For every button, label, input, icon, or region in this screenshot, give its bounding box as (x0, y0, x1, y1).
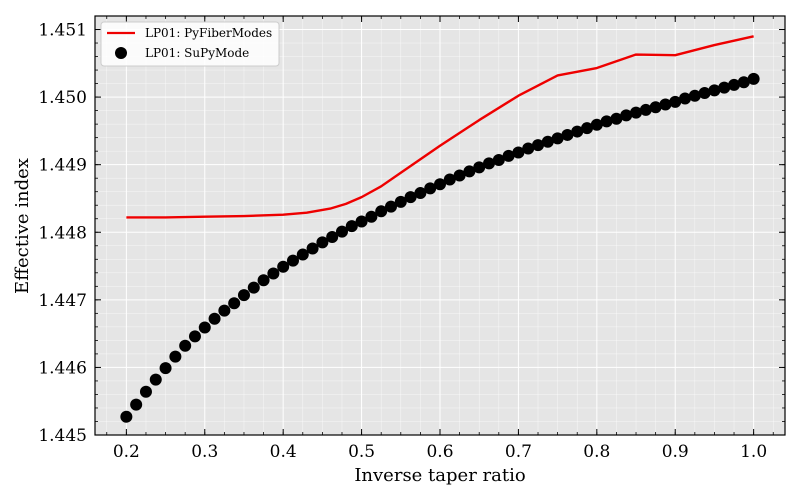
series-point-supymode (463, 165, 476, 178)
series-point-supymode (326, 230, 339, 243)
series-point-supymode (247, 281, 260, 294)
series-point-supymode (561, 128, 574, 141)
series-point-supymode (277, 260, 290, 273)
y-tick-label: 1.445 (38, 426, 87, 446)
series-point-supymode (237, 289, 250, 302)
y-tick-label: 1.451 (38, 21, 87, 41)
series-point-supymode (188, 330, 201, 343)
x-tick-label: 0.4 (270, 442, 297, 462)
series-point-supymode (532, 139, 545, 152)
series-point-supymode (434, 178, 446, 191)
series-point-supymode (414, 187, 427, 200)
x-tick-label: 0.5 (348, 442, 375, 462)
series-point-supymode (492, 153, 505, 166)
legend-label-pyfibermodes: LP01: PyFiberModes (145, 26, 272, 40)
series-point-supymode (551, 132, 564, 145)
series-point-supymode (708, 84, 721, 97)
y-axis-label: Effective index (12, 158, 33, 294)
series-point-supymode (659, 98, 672, 111)
series-point-supymode (149, 373, 162, 386)
series-point-supymode (590, 118, 603, 131)
series-point-supymode (600, 115, 613, 128)
series-point-supymode (698, 87, 711, 100)
series-point-supymode (483, 157, 496, 170)
series-point-supymode (345, 220, 358, 233)
series-point-supymode (335, 225, 348, 238)
y-tick-label: 1.447 (38, 291, 87, 311)
series-point-supymode (208, 312, 221, 325)
series-point-supymode (198, 321, 211, 334)
series-line-pyfibermodes (126, 35, 754, 219)
x-tick-label: 0.6 (426, 442, 453, 462)
series-point-supymode (728, 78, 741, 91)
series-point-supymode (296, 248, 309, 261)
legend-box (100, 21, 280, 67)
legend-marker-swatch (115, 47, 127, 59)
series-point-supymode (218, 304, 231, 317)
series-point-supymode (610, 112, 623, 125)
series-point-supymode (688, 89, 701, 102)
series-point-supymode (179, 339, 192, 352)
series-point-supymode (718, 81, 731, 94)
y-tick-label: 1.446 (38, 358, 87, 378)
series-point-supymode (404, 191, 417, 204)
series-point-supymode (394, 195, 407, 208)
series-point-supymode (737, 76, 750, 89)
series-point-supymode (639, 103, 652, 116)
series-point-supymode (257, 274, 270, 287)
series-point-supymode (169, 350, 182, 363)
x-tick-label: 0.8 (583, 442, 610, 462)
series-point-supymode (228, 297, 241, 310)
series-point-supymode (541, 135, 554, 148)
x-tick-label: 0.3 (191, 442, 218, 462)
y-tick-label: 1.450 (38, 88, 87, 108)
series-point-supymode (679, 92, 692, 105)
legend: LP01: PyFiberModes LP01: SuPyMode (100, 21, 280, 67)
x-tick-label: 1.0 (740, 442, 767, 462)
series-point-supymode (424, 182, 437, 195)
x-axis-label: Inverse taper ratio (354, 465, 525, 486)
series-point-supymode (502, 149, 515, 162)
series-point-supymode (747, 72, 760, 85)
series-point-supymode (267, 267, 280, 280)
series-point-supymode (316, 236, 329, 249)
series-point-supymode (306, 242, 319, 255)
data-layer (120, 35, 760, 423)
series-point-supymode (453, 169, 466, 182)
series-point-supymode (581, 122, 594, 135)
series-point-supymode (384, 200, 397, 213)
series-point-supymode (669, 95, 682, 108)
series-point-supymode (649, 101, 662, 114)
series-point-supymode (355, 215, 368, 228)
series-point-supymode (286, 254, 299, 267)
series-point-supymode (130, 398, 143, 411)
x-tick-label: 0.7 (505, 442, 532, 462)
series-point-supymode (365, 210, 378, 223)
series-point-supymode (571, 125, 584, 138)
series-point-supymode (620, 109, 633, 122)
series-point-supymode (159, 362, 172, 375)
series-point-supymode (522, 142, 535, 155)
y-tick-label: 1.449 (38, 156, 87, 176)
series-point-supymode (375, 205, 388, 218)
series-point-supymode (473, 161, 486, 174)
series-point-supymode (512, 146, 525, 159)
series-point-supymode (120, 410, 133, 423)
x-tick-label: 0.9 (662, 442, 689, 462)
series-point-supymode (630, 106, 643, 119)
x-tick-label: 0.2 (113, 442, 140, 462)
tick-layer: 0.2 0.3 0.4 0.5 0.6 0.7 0.8 0.9 1.0 1.445 1.446 1.4… (38, 15, 785, 462)
legend-label-supymode: LP01: SuPyMode (145, 46, 249, 60)
y-tick-label: 1.448 (38, 223, 87, 243)
series-point-supymode (139, 385, 152, 398)
series-point-supymode (443, 173, 456, 186)
